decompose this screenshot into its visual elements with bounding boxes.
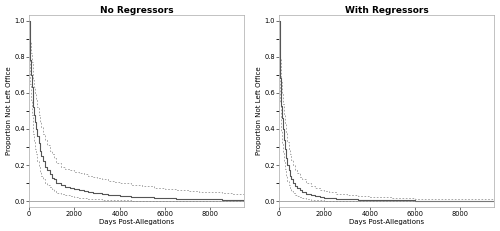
Title: No Regressors: No Regressors [100, 6, 174, 15]
Y-axis label: Proportion Not Left Office: Proportion Not Left Office [256, 67, 262, 155]
X-axis label: Days Post-Allegations: Days Post-Allegations [99, 219, 174, 225]
Title: With Regressors: With Regressors [345, 6, 428, 15]
X-axis label: Days Post-Allegations: Days Post-Allegations [349, 219, 424, 225]
Y-axis label: Proportion Not Left Office: Proportion Not Left Office [6, 67, 12, 155]
